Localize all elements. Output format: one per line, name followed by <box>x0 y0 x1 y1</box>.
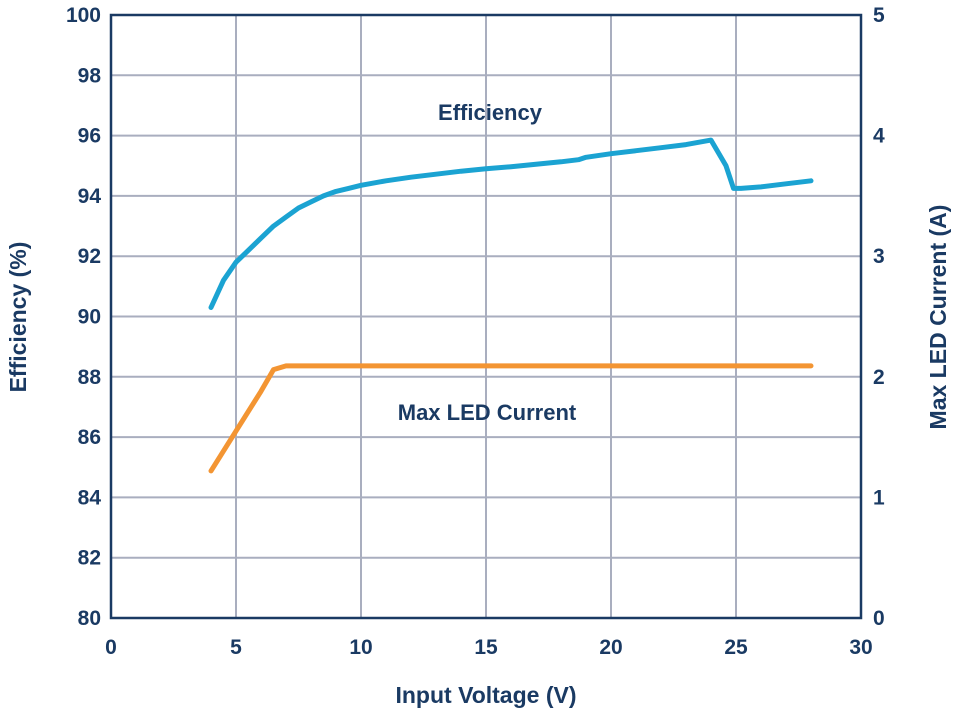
x-tick-label: 10 <box>349 636 372 659</box>
y-tick-label: 88 <box>78 366 102 389</box>
grid-lines <box>111 15 861 618</box>
y2-tick-label: 4 <box>873 125 885 148</box>
x-tick-label: 30 <box>849 636 872 659</box>
y2-tick-label: 1 <box>873 486 885 509</box>
x-tick-label: 5 <box>230 636 242 659</box>
series-lines <box>208 137 814 474</box>
y2-axis-title: Max LED Current (A) <box>925 205 951 430</box>
efficiency-annotation: Efficiency <box>438 100 543 125</box>
y2-tick-label: 2 <box>873 366 885 389</box>
y-tick-label: 84 <box>78 486 102 509</box>
y2-tick-label: 0 <box>873 607 885 630</box>
y-tick-label: 94 <box>78 185 102 208</box>
y-tick-label: 80 <box>78 607 101 630</box>
x-axis-title: Input Voltage (V) <box>395 682 576 708</box>
y2-tick-label: 5 <box>873 4 885 27</box>
x-tick-label: 25 <box>724 636 748 659</box>
x-tick-label: 15 <box>474 636 498 659</box>
y-tick-label: 82 <box>78 547 101 570</box>
y-axis-title: Efficiency (%) <box>5 242 31 393</box>
max-led-current-annotation: Max LED Current <box>398 400 577 425</box>
x-tick-label: 0 <box>105 636 117 659</box>
efficiency-line <box>208 137 814 310</box>
y-tick-label: 90 <box>78 306 101 329</box>
y-tick-label: 86 <box>78 426 101 449</box>
plot-frame <box>109 13 863 620</box>
y-tick-label: 92 <box>78 245 101 268</box>
y-tick-label: 96 <box>78 125 101 148</box>
y-tick-label: 100 <box>66 4 101 27</box>
max-led-current-line <box>208 363 814 474</box>
x-tick-label: 20 <box>599 636 622 659</box>
tick-labels: 0 5 10 15 20 25 30 80 82 84 86 88 90 92 94 96 98 100 0 1 2 3 4… <box>66 4 885 659</box>
y-tick-label: 98 <box>78 64 102 87</box>
y2-tick-label: 3 <box>873 245 885 268</box>
